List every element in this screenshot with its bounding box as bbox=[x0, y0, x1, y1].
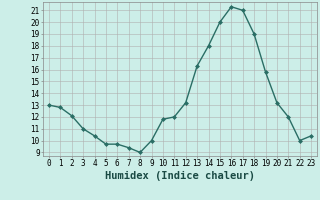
X-axis label: Humidex (Indice chaleur): Humidex (Indice chaleur) bbox=[105, 171, 255, 181]
